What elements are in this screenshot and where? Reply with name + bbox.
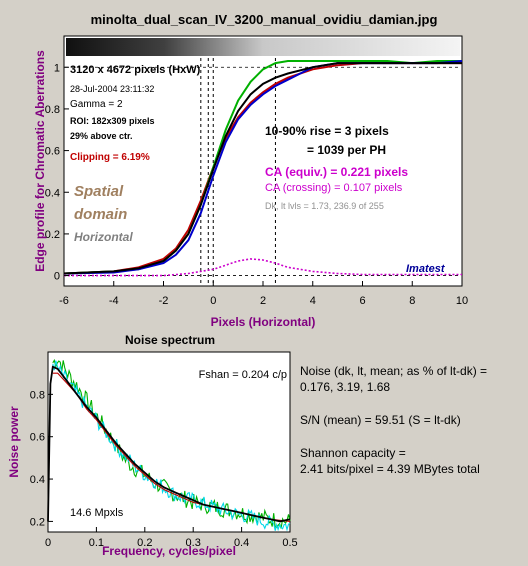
noise-series-black <box>47 365 291 523</box>
domain-label: domain <box>74 206 127 223</box>
horizontal-label: Horizontal <box>74 230 133 244</box>
roi-text: ROI: 182x309 pixels <box>70 116 155 126</box>
noise-x-tick-label: 0.5 <box>282 537 297 549</box>
position-text: 29% above ctr. <box>70 131 133 141</box>
noise-x-tick-label: 0.1 <box>89 537 104 549</box>
edge-x-tick-label: 2 <box>260 295 266 307</box>
edge-x-tick-label: -2 <box>159 295 169 307</box>
clipping-text: Clipping = 6.19% <box>70 152 150 163</box>
noise-x-tick-label: 0 <box>45 537 51 549</box>
image-size-text: 3120 x 4672 pixels (HxW) <box>70 64 201 76</box>
noise-y-tick-label: 0.8 <box>30 389 45 401</box>
fshan-text: Fshan = 0.204 c/p <box>199 369 287 381</box>
edge-series-magenta <box>64 258 462 277</box>
edge-y-tick-label: 0 <box>54 271 60 283</box>
spatial-label: Spatial <box>74 183 124 200</box>
rise-per-ph-text: = 1039 per PH <box>307 143 386 157</box>
noise-x-axis-label: Frequency, cycles/pixel <box>102 544 236 558</box>
noise-values-label: Noise (dk, lt, mean; as % of lt-dk) = <box>300 364 487 378</box>
edge-series-group <box>63 60 463 277</box>
edge-axis-ticks: -6 -4 -2 0 2 4 6 8 10 0 0.2 0.4 0.6 0.8 1 <box>45 62 468 307</box>
ca-equiv-text: CA (equiv.) = 0.221 pixels <box>265 165 408 179</box>
noise-y-tick-label: 0.6 <box>30 432 45 444</box>
noise-y-tick-label: 0.2 <box>30 516 45 528</box>
noise-x-tick-label: 0.2 <box>137 537 152 549</box>
shannon-label: Shannon capacity = <box>300 446 406 460</box>
edge-gradient-strip <box>66 38 460 56</box>
edge-x-tick-label: 0 <box>210 295 216 307</box>
noise-spectrum-plot: Noise spectrum 0 0.1 0.2 0.3 0.4 0.5 0.2 0.4 0.6… <box>7 333 487 558</box>
edge-x-tick-label: 4 <box>310 295 316 307</box>
edge-x-tick-label: 8 <box>409 295 415 307</box>
edge-series-black <box>63 62 462 275</box>
dark-light-levels-text: Dk, lt lvls = 1.73, 236.9 of 255 <box>265 201 384 211</box>
edge-y-tick-label: 0.4 <box>45 187 60 199</box>
edge-x-tick-label: 10 <box>456 295 468 307</box>
noise-x-tick-label: 0.3 <box>186 537 201 549</box>
noise-plot-frame <box>47 351 291 533</box>
noise-axis-ticks: 0 0.1 0.2 0.3 0.4 0.5 0.2 0.4 0.6 0.8 <box>30 389 298 549</box>
noise-x-tick-label: 0.4 <box>234 537 249 549</box>
edge-y-tick-label: 0.2 <box>45 229 60 241</box>
signal-to-noise-text: S/N (mean) = 59.51 (S = lt-dk) <box>300 413 461 427</box>
shannon-value: 2.41 bits/pixel = 4.39 MBytes total <box>300 462 480 476</box>
edge-y-tick-label: 1 <box>54 62 60 74</box>
edge-vertical-markers <box>65 58 461 285</box>
figure-title: minolta_dual_scan_IV_3200_manual_ovidiu_… <box>91 12 438 27</box>
edge-x-tick-label: -4 <box>109 295 119 307</box>
imatest-logo-text: Imatest <box>406 263 446 275</box>
edge-x-tick-label: 6 <box>359 295 365 307</box>
edge-x-tick-label: -6 <box>59 295 69 307</box>
edge-profile-plot: -6 -4 -2 0 2 4 6 8 10 0 0.2 0.4 0.6 0.8 1 Pixels (Hori… <box>33 35 468 329</box>
edge-x-axis-label: Pixels (Horizontal) <box>211 315 316 329</box>
noise-series-group <box>47 358 291 532</box>
edge-y-axis-label: Edge profile for Chromatic Aberrations <box>33 50 47 272</box>
gamma-text: Gamma = 2 <box>70 99 123 110</box>
noise-spectrum-title: Noise spectrum <box>125 333 215 347</box>
noise-y-tick-label: 0.4 <box>30 474 45 486</box>
edge-y-tick-label: 0.8 <box>45 104 60 116</box>
timestamp-text: 28-Jul-2004 23:11:32 <box>70 84 154 94</box>
noise-values: 0.176, 3.19, 1.68 <box>300 380 390 394</box>
noise-y-axis-label: Noise power <box>7 406 21 478</box>
rise-text: 10-90% rise = 3 pixels <box>265 124 389 138</box>
ca-crossing-text: CA (crossing) = 0.107 pixels <box>265 182 403 194</box>
mpxls-text: 14.6 Mpxls <box>70 507 124 519</box>
edge-y-tick-label: 0.6 <box>45 146 60 158</box>
edge-plot-frame <box>63 35 463 287</box>
